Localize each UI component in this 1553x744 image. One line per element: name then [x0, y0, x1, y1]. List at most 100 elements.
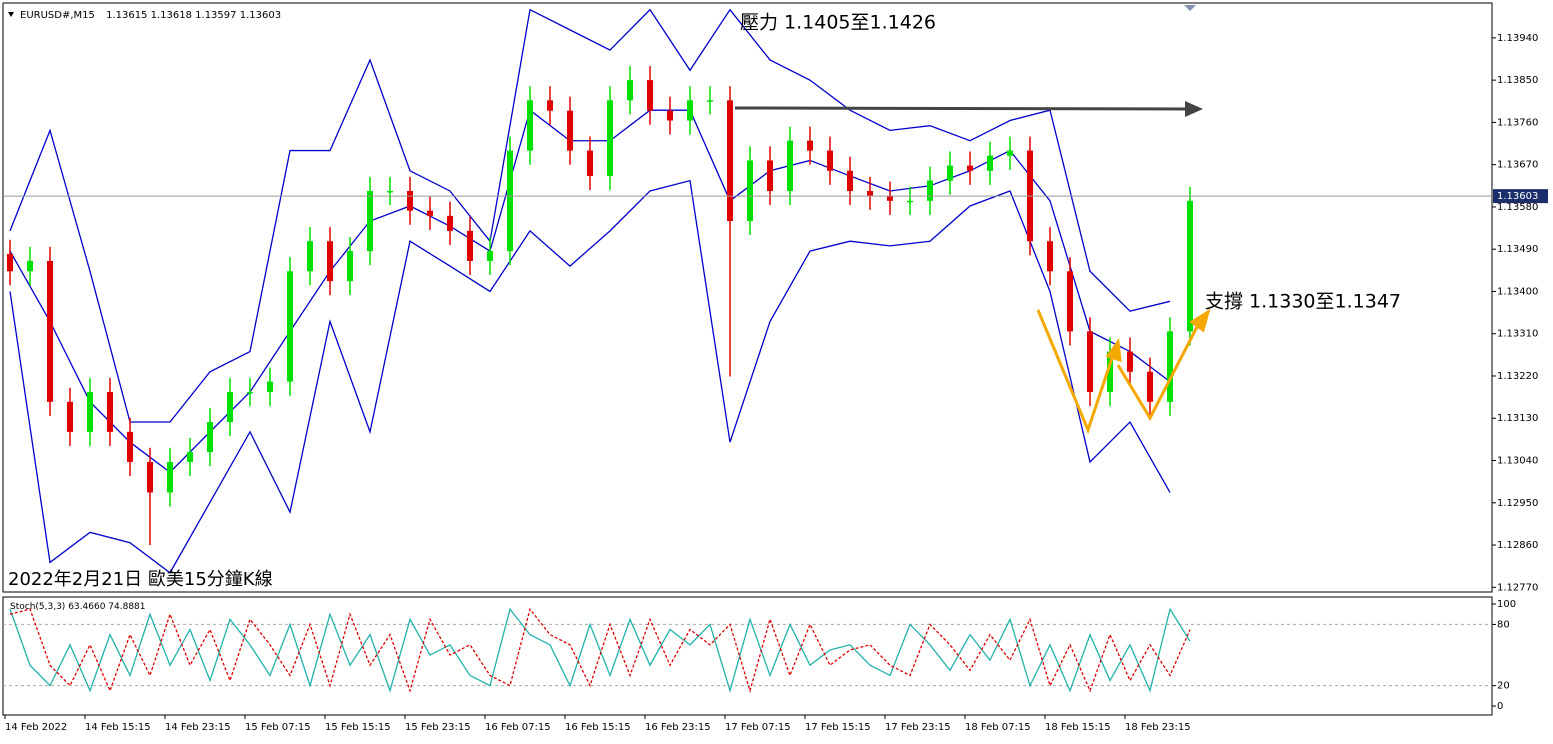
- candle-body: [147, 461, 153, 493]
- x-tick-label: 14 Feb 15:15: [85, 722, 151, 733]
- candle-body: [67, 401, 73, 432]
- candle-body: [467, 230, 473, 261]
- candle-body: [807, 140, 813, 151]
- candle: [667, 96, 673, 135]
- candle-body: [207, 422, 213, 453]
- header: EURUSD#,M15 1.13615 1.13618 1.13597 1.13…: [20, 10, 281, 21]
- candle-body: [1107, 351, 1113, 392]
- candle: [207, 407, 213, 467]
- candle-body: [367, 190, 373, 252]
- candle: [1007, 136, 1013, 170]
- x-tick-label: 18 Feb 23:15: [1125, 722, 1191, 733]
- candle-body: [847, 170, 853, 191]
- candle-body: [1007, 150, 1013, 156]
- candle: [1187, 186, 1193, 346]
- candle: [147, 447, 153, 546]
- bollinger-band: [9, 8, 1171, 423]
- x-tick-label: 15 Feb 07:15: [245, 722, 311, 733]
- stoch-line: [9, 607, 1191, 694]
- candle: [647, 66, 653, 125]
- y-tick-label: 1.12860: [1497, 540, 1538, 551]
- candle-body: [447, 215, 453, 231]
- candle: [527, 86, 533, 165]
- x-tick-label: 18 Feb 07:15: [965, 722, 1031, 733]
- candle: [907, 186, 913, 215]
- y-tick-label: 100: [1497, 599, 1516, 610]
- candle: [707, 86, 713, 115]
- candle-body: [727, 100, 733, 222]
- candle-body: [1087, 331, 1093, 392]
- y-tick-label: 0: [1497, 701, 1503, 712]
- resistance-arrow: [734, 101, 1203, 117]
- resistance-note: 壓力 1.1405至1.1426: [740, 12, 936, 34]
- candle-body: [387, 190, 393, 193]
- arrow-head: [1185, 101, 1203, 117]
- candle-body: [407, 190, 413, 211]
- candle: [387, 176, 393, 206]
- x-tick-label: 15 Feb 15:15: [325, 722, 391, 733]
- support-pattern: [1036, 308, 1211, 435]
- candle: [927, 166, 933, 215]
- y-tick-label: 1.13040: [1497, 456, 1538, 467]
- candle-body: [107, 391, 113, 432]
- candle: [1067, 257, 1073, 346]
- candle: [1147, 357, 1153, 416]
- candle: [87, 377, 93, 446]
- y-tick-label: 1.13940: [1497, 33, 1538, 44]
- candle: [167, 447, 173, 507]
- candle-body: [247, 391, 253, 394]
- y-tick-label: 1.13580: [1497, 202, 1538, 213]
- x-tick-label: 16 Feb 07:15: [485, 722, 551, 733]
- candle: [187, 437, 193, 477]
- arrow-head: [1189, 308, 1211, 333]
- candle-body: [907, 200, 913, 203]
- candle: [627, 66, 633, 115]
- candle: [27, 246, 33, 286]
- candle: [727, 86, 733, 377]
- candle: [547, 86, 553, 125]
- candle: [467, 216, 473, 276]
- x-tick-label: 14 Feb 2022: [5, 722, 67, 733]
- candle-body: [1167, 331, 1173, 402]
- candle: [967, 151, 973, 185]
- current-price-label: 1.13603: [1497, 191, 1538, 202]
- candle-body: [7, 253, 13, 272]
- y-tick-label: 1.13130: [1497, 413, 1538, 424]
- candle-body: [967, 165, 973, 171]
- candle: [127, 417, 133, 477]
- candle: [407, 176, 413, 225]
- candle: [787, 126, 793, 206]
- current-price-box: [1493, 189, 1548, 204]
- candle-body: [827, 150, 833, 171]
- candle-body: [767, 160, 773, 191]
- candle: [767, 146, 773, 206]
- x-tick-label: 16 Feb 23:15: [645, 722, 711, 733]
- x-tick-label: 15 Feb 23:15: [405, 722, 471, 733]
- candle-body: [507, 150, 513, 252]
- candle-body: [287, 271, 293, 382]
- x-tick-label: 14 Feb 23:15: [165, 722, 231, 733]
- y-tick-label: 80: [1497, 619, 1510, 630]
- candle: [587, 136, 593, 191]
- candle-body: [127, 431, 133, 462]
- candle-body: [487, 251, 493, 261]
- candle-body: [867, 190, 873, 196]
- candle: [567, 96, 573, 165]
- candle-body: [1067, 271, 1073, 332]
- candle-body: [627, 80, 633, 101]
- candle-body: [87, 391, 93, 432]
- y-tick-label: 20: [1497, 681, 1510, 692]
- main-panel: [2, 2, 1493, 593]
- candle-body: [47, 260, 53, 402]
- candle: [347, 236, 353, 296]
- candle-body: [547, 100, 553, 111]
- x-tick-label: 17 Feb 23:15: [885, 722, 951, 733]
- candle-body: [787, 140, 793, 191]
- candle: [447, 201, 453, 245]
- candle-body: [607, 100, 613, 176]
- candle: [227, 377, 233, 437]
- candle-body: [267, 381, 273, 392]
- bollinger-band: [9, 179, 1171, 574]
- candle: [107, 377, 113, 446]
- candle-body: [347, 251, 353, 282]
